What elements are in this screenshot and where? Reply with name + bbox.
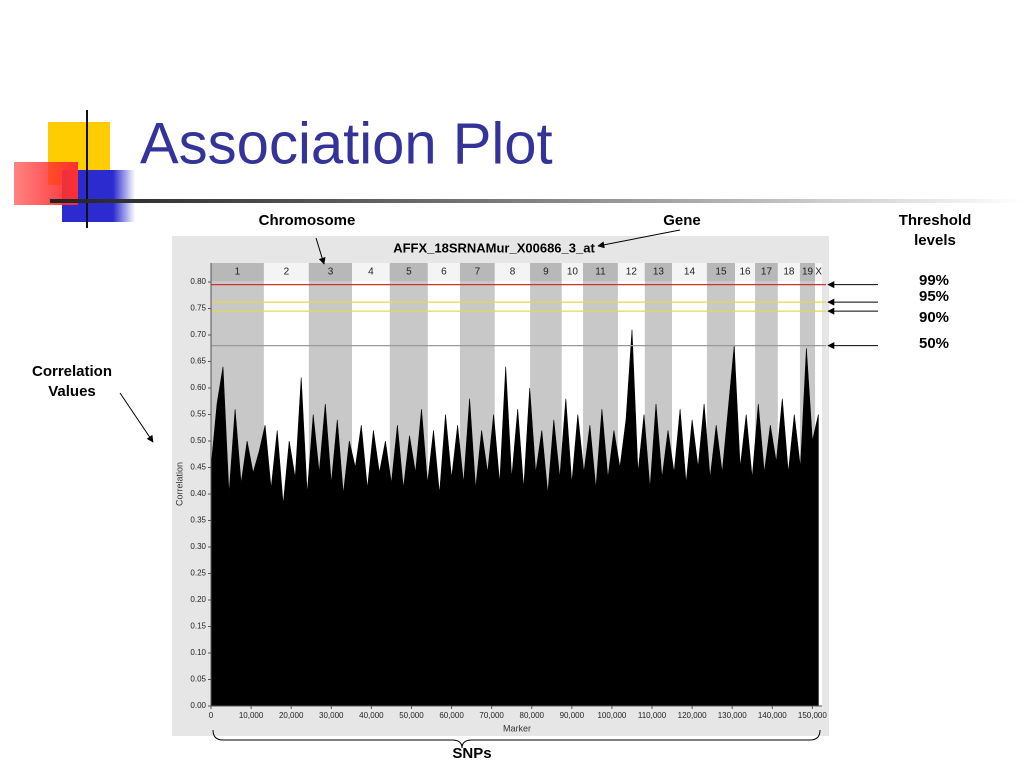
x-axis-label: Marker — [503, 723, 531, 733]
y-tick-label: 0.00 — [190, 701, 206, 710]
chromosome-header — [815, 263, 822, 281]
chromosome-label: 1 — [235, 267, 241, 278]
chromosome-header — [459, 263, 495, 281]
chromosome-label: 9 — [543, 267, 549, 278]
chromosome-label: 3 — [328, 267, 334, 278]
y-axis-label: Correlation — [174, 462, 184, 506]
arrow — [119, 392, 154, 443]
chromosome-label: 7 — [475, 267, 481, 278]
x-tick-label: 130,000 — [718, 711, 747, 720]
y-tick-label: 0.25 — [190, 569, 206, 578]
chromosome-label: 10 — [567, 267, 579, 278]
annotation: Values — [48, 383, 96, 400]
chromosome-header — [617, 263, 645, 281]
chromosome-header — [583, 263, 618, 281]
arrow — [597, 229, 681, 249]
arrow — [315, 237, 326, 265]
threshold-label: 90% — [919, 309, 949, 326]
plot: 1 2 3 4 5 6 7 8 9 10 11 12 13 14 15 16 17 18 19 X0.000.050.… — [190, 263, 827, 720]
chromosome-header — [644, 263, 673, 281]
y-tick-label: 0.75 — [190, 304, 206, 313]
chromosome-header — [389, 263, 428, 281]
x-tick-label: 20,000 — [279, 711, 304, 720]
chromosome-label: 13 — [653, 267, 665, 278]
chromosome-header — [755, 263, 778, 281]
chromosome-label: 6 — [441, 267, 447, 278]
chromosome-header — [561, 263, 584, 281]
y-tick-label: 0.60 — [190, 383, 206, 392]
chromosome-header — [530, 263, 562, 281]
threshold-label: 95% — [919, 288, 949, 305]
y-tick-label: 0.70 — [190, 330, 206, 339]
x-tick-label: 140,000 — [758, 711, 787, 720]
chromosome-label: 15 — [715, 267, 727, 278]
y-tick-label: 0.30 — [190, 542, 206, 551]
x-tick-label: 80,000 — [520, 711, 545, 720]
y-tick-label: 0.65 — [190, 357, 206, 366]
deco-red — [14, 162, 78, 205]
x-tick-label: 30,000 — [319, 711, 344, 720]
x-tick-label: 100,000 — [597, 711, 626, 720]
y-tick-label: 0.55 — [190, 410, 206, 419]
x-tick-label: 50,000 — [399, 711, 424, 720]
chromosome-label: 8 — [510, 267, 516, 278]
chromosome-header — [799, 263, 816, 281]
y-tick-label: 0.15 — [190, 622, 206, 631]
chromosome-label: 11 — [595, 267, 606, 278]
y-tick-label: 0.20 — [190, 595, 206, 604]
chromosome-header — [263, 263, 309, 281]
data-area — [210, 329, 819, 707]
chromosome-header — [735, 263, 756, 281]
deco-hline — [50, 199, 1024, 203]
y-tick-label: 0.40 — [190, 489, 206, 498]
y-tick-label: 0.10 — [190, 648, 206, 657]
annotation: SNPs — [452, 745, 491, 762]
y-tick-label: 0.50 — [190, 436, 206, 445]
chromosome-header — [494, 263, 531, 281]
chromosome-label: X — [815, 267, 822, 278]
chromosome-label: 14 — [684, 267, 696, 278]
annotation: levels — [914, 232, 956, 249]
threshold-label: 50% — [919, 335, 949, 352]
chromosome-header — [308, 263, 353, 281]
chromosome-label: 19 — [802, 267, 814, 278]
y-tick-label: 0.05 — [190, 675, 206, 684]
chromosome-header — [427, 263, 460, 281]
slide-title: Association Plot — [140, 111, 553, 176]
chromosome-label: 12 — [626, 267, 638, 278]
x-tick-label: 110,000 — [638, 711, 667, 720]
chromosome-label: 17 — [761, 267, 773, 278]
chromosome-label: 5 — [406, 267, 412, 278]
chart-title: AFFX_18SRNAMur_X00686_3_at — [393, 240, 595, 255]
annotation: Chromosome — [259, 212, 356, 229]
x-tick-label: 90,000 — [560, 711, 585, 720]
annotation: Threshold — [899, 212, 972, 229]
annotation: Correlation — [32, 363, 112, 380]
chromosome-header — [672, 263, 707, 281]
x-tick-label: 40,000 — [359, 711, 384, 720]
y-tick-label: 0.35 — [190, 516, 206, 525]
chromosome-label: 4 — [368, 267, 374, 278]
chromosome-header — [777, 263, 800, 281]
chromosome-header — [211, 263, 264, 281]
chromosome-header — [706, 263, 736, 281]
x-tick-label: 150,000 — [798, 711, 827, 720]
x-tick-label: 120,000 — [678, 711, 707, 720]
y-tick-label: 0.80 — [190, 277, 206, 286]
chromosome-header — [352, 263, 390, 281]
chromosome-label: 16 — [739, 267, 751, 278]
x-tick-label: 0 — [209, 711, 214, 720]
x-tick-label: 10,000 — [239, 711, 264, 720]
y-tick-label: 0.45 — [190, 463, 206, 472]
x-tick-label: 60,000 — [439, 711, 464, 720]
annotation: Gene — [663, 212, 701, 229]
x-tick-label: 70,000 — [479, 711, 504, 720]
chromosome-label: 2 — [284, 267, 290, 278]
threshold-label: 99% — [919, 272, 949, 289]
chromosome-label: 18 — [783, 267, 795, 278]
brace — [212, 729, 821, 749]
